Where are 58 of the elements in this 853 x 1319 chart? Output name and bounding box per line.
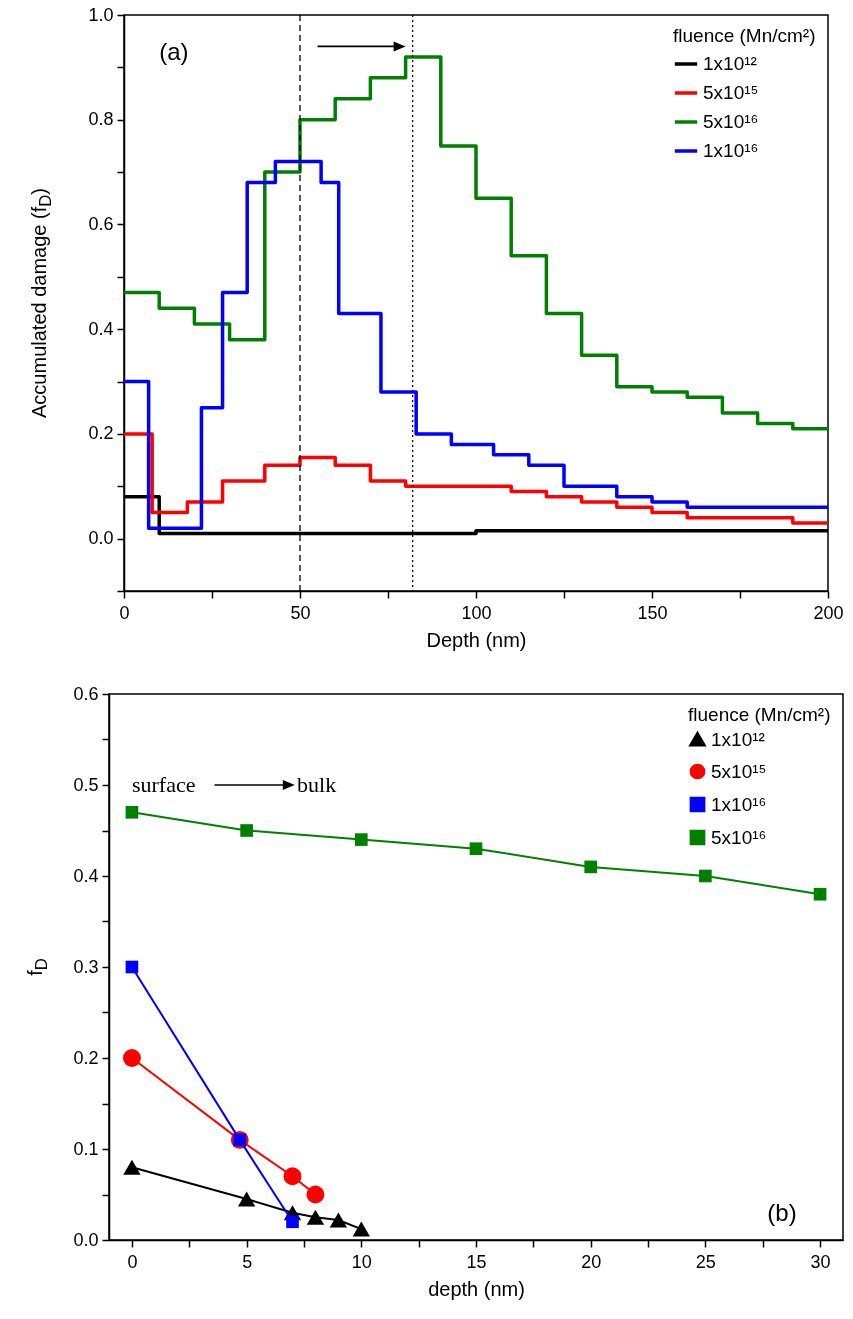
- y-tick-label: 0.1: [73, 1138, 99, 1159]
- legend-label: 1x10¹²: [703, 53, 757, 74]
- legend-label: 5x10¹⁶: [703, 111, 759, 132]
- y-tick-label: 0.5: [73, 774, 99, 795]
- point: [240, 824, 253, 837]
- y-tick-label: 0.6: [73, 683, 99, 704]
- point: [329, 1212, 348, 1228]
- x-tick-label: 0: [127, 1251, 138, 1272]
- point: [699, 869, 712, 883]
- x-axis-title: depth (nm): [428, 1277, 525, 1300]
- annotation: (b): [767, 1198, 797, 1227]
- x-tick-label: 5: [242, 1251, 253, 1272]
- x-tick-label: 200: [813, 602, 844, 623]
- legend-label: 1x10¹²: [711, 728, 765, 750]
- point: [306, 1209, 325, 1225]
- annotation: (a): [159, 37, 189, 66]
- legend-title: fluence (Mn/cm²): [688, 704, 831, 725]
- y-tick-label: 0.2: [73, 1047, 99, 1068]
- annotation: surface: [131, 772, 196, 798]
- x-tick-label: 25: [695, 1251, 716, 1272]
- x-tick-label: 30: [810, 1251, 831, 1272]
- y-tick-label: 0.4: [88, 318, 114, 339]
- legend-label: 1x10¹⁶: [703, 140, 759, 161]
- x-tick-label: 0: [119, 602, 130, 623]
- legend-label: 5x10¹⁵: [703, 82, 759, 103]
- point: [283, 1167, 302, 1186]
- x-tick-label: 100: [461, 602, 492, 623]
- legend-label: 5x10¹⁵: [711, 760, 767, 782]
- y-tick-label: 0.2: [88, 423, 114, 444]
- x-axis-title: Depth (nm): [426, 628, 527, 651]
- point: [354, 833, 368, 846]
- legend-label: 5x10¹⁶: [711, 826, 767, 848]
- x-tick-label: 20: [581, 1251, 602, 1272]
- point: [584, 860, 598, 874]
- point: [306, 1185, 325, 1204]
- y-tick-label: 0.0: [73, 1229, 99, 1250]
- legend-label: 1x10¹⁶: [711, 793, 767, 815]
- x-tick-label: 15: [466, 1251, 487, 1272]
- x-tick-label: 50: [290, 602, 311, 623]
- point: [125, 805, 139, 819]
- y-tick-label: 0.4: [73, 865, 99, 886]
- y-tick-label: 0.8: [88, 109, 114, 130]
- x-tick-label: 10: [351, 1251, 372, 1272]
- point: [352, 1221, 370, 1237]
- y-tick-label: 0.6: [88, 213, 114, 234]
- point: [286, 1215, 299, 1229]
- point: [237, 1191, 256, 1207]
- x-tick-label: 150: [637, 602, 668, 623]
- point: [123, 1159, 141, 1175]
- legend-title: fluence (Mn/cm²): [673, 25, 816, 46]
- y-tick-label: 0.3: [73, 956, 99, 977]
- point: [122, 1049, 141, 1067]
- point: [469, 842, 483, 856]
- y-tick-label: 0.0: [88, 528, 114, 549]
- point: [813, 887, 827, 901]
- annotation: bulk: [297, 772, 337, 798]
- point: [125, 960, 139, 974]
- y-tick-label: 1.0: [88, 4, 114, 25]
